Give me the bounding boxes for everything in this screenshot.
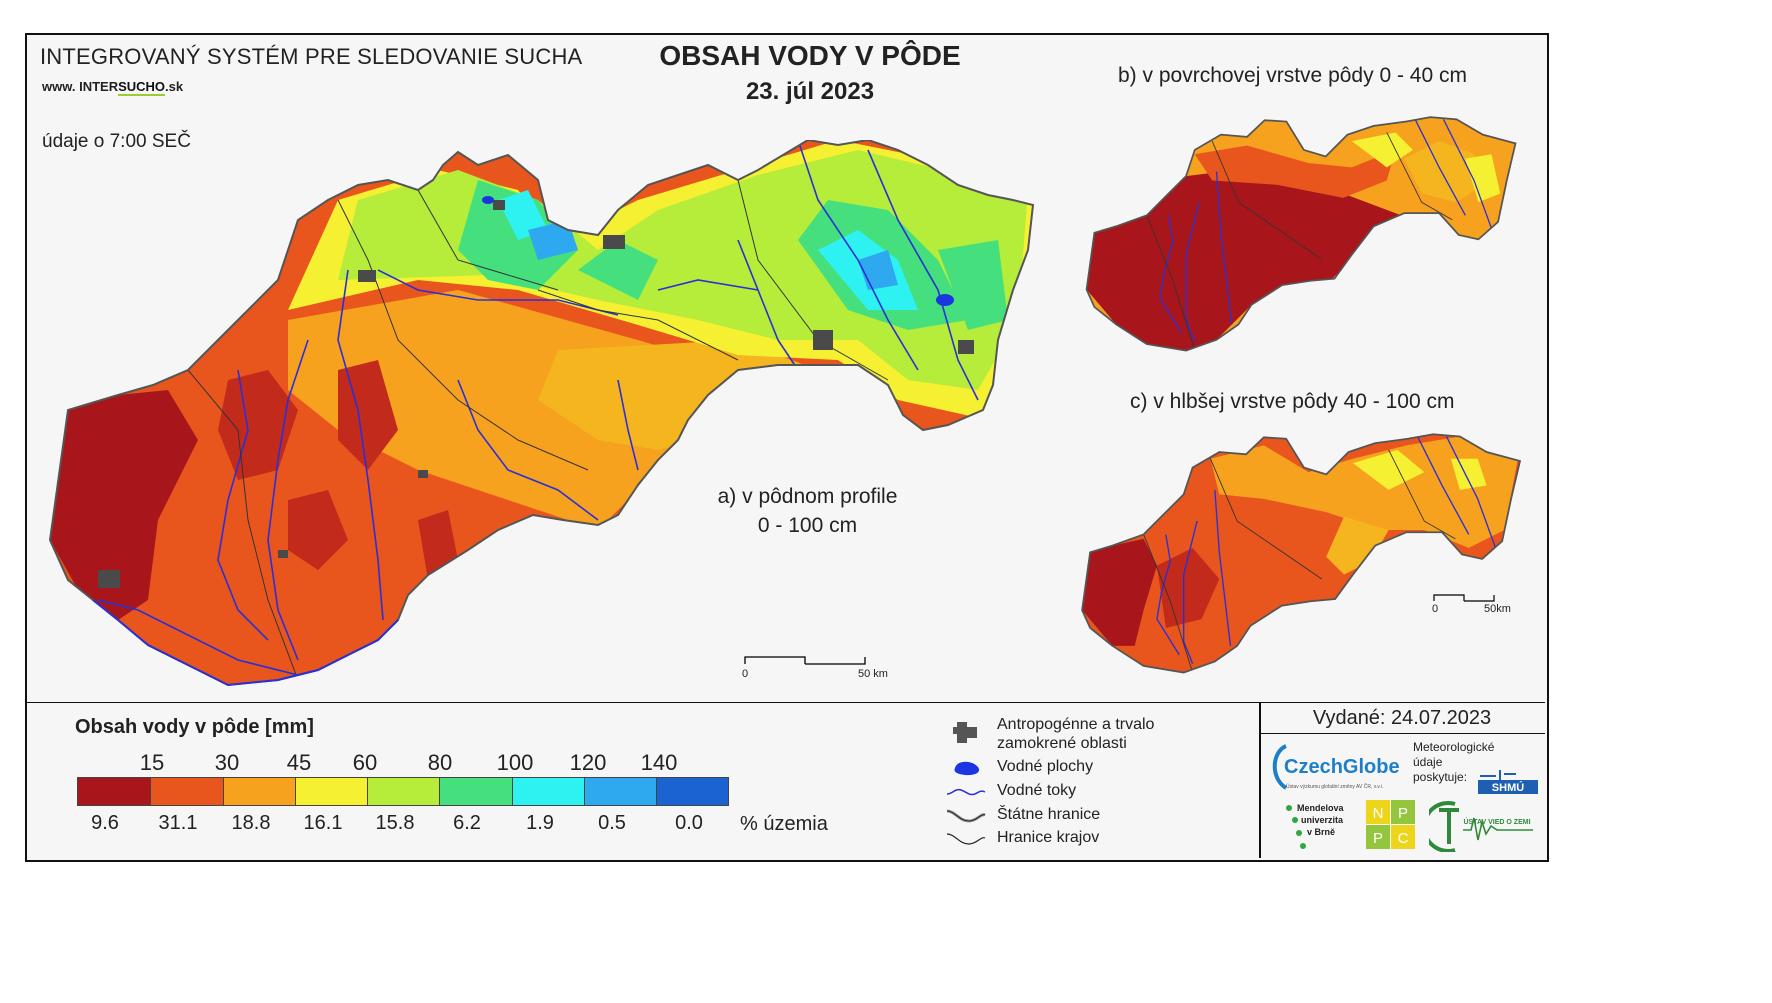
czechglobe-logo[interactable]: CzechGlobe Ústav výzkumu globální změny … xyxy=(1268,738,1408,796)
legend-threshold: 120 xyxy=(569,750,607,775)
map-b-label: b) v povrchovej vrstve pôdy 0 - 40 cm xyxy=(1118,64,1467,87)
legend-anthropogenic-line1: Antropogénne a trvalo xyxy=(997,716,1155,733)
legend-class-box xyxy=(367,777,440,806)
legend-threshold: 60 xyxy=(352,750,378,775)
legend-divider xyxy=(25,702,1545,703)
scale-c-end: 50km xyxy=(1484,603,1511,615)
water-stream-icon xyxy=(946,788,986,796)
uvz-name: ÚSTAV VIED O ZEMI xyxy=(1463,817,1530,826)
legend-threshold: 30 xyxy=(214,750,240,775)
mendel-line3: v Brně xyxy=(1307,827,1335,837)
legend-class-pct: 6.2 xyxy=(453,812,481,834)
map-a-label: a) v pôdnom profile 0 - 100 cm xyxy=(690,482,925,540)
nppc-c: C xyxy=(1398,830,1409,847)
website-prefix: www. xyxy=(42,79,76,94)
legend-class-box xyxy=(295,777,368,806)
meteo-line2: údaje xyxy=(1413,755,1443,769)
map-c-deep-layer xyxy=(1081,433,1522,674)
legend-threshold: 140 xyxy=(640,750,678,775)
nppc-p1: P xyxy=(1398,805,1408,822)
legend-class-box xyxy=(223,777,296,806)
legend-water-streams-label: Vodné toky xyxy=(997,782,1077,799)
mendel-university-logo[interactable]: Mendelova univerzita v Brně xyxy=(1283,800,1363,852)
website-suffix: .sk xyxy=(165,79,184,94)
website-sucho: SUCHO xyxy=(118,79,166,96)
region-border-icon xyxy=(946,833,986,845)
legend-region-border-label: Hranice krajov xyxy=(997,829,1100,846)
shmu-name: SHMÚ xyxy=(1492,781,1524,794)
meteo-line3: poskytuje: xyxy=(1413,770,1468,784)
map-a-label-line1: a) v pôdnom profile xyxy=(717,485,898,508)
nppc-logo[interactable]: N P P C xyxy=(1366,800,1416,850)
scale-a-end: 50 km xyxy=(858,668,888,680)
legend-class-pct: 18.8 xyxy=(231,812,271,834)
legend-class-pct: 16.1 xyxy=(303,812,343,834)
anthropogenic-area-icon xyxy=(953,722,977,743)
data-time: údaje o 7:00 SEČ xyxy=(42,131,191,152)
map-b-surface-layer xyxy=(1085,116,1517,352)
issued-divider xyxy=(1259,733,1545,734)
ustav-vied-o-zemi-logo[interactable]: ÚSTAV VIED O ZEMI xyxy=(1429,800,1539,852)
legend-class-box xyxy=(439,777,513,806)
map-date: 23. júl 2023 xyxy=(745,78,875,105)
scale-a-start: 0 xyxy=(742,668,749,680)
legend-threshold: 15 xyxy=(139,750,165,775)
legend-class-pct: 9.6 xyxy=(91,812,119,834)
map-c-label: c) v hlbšej vrstve pôdy 40 - 100 cm xyxy=(1130,390,1455,413)
legend-anthropogenic-label: Antropogénne a trvalo zamokrené oblasti xyxy=(997,715,1154,753)
system-name: INTEGROVANÝ SYSTÉM PRE SLEDOVANIE SUCHA xyxy=(40,44,583,69)
legend-anthropogenic-line2: zamokrené oblasti xyxy=(997,735,1127,752)
scale-c-start: 0 xyxy=(1432,603,1439,615)
legend-pct-unit: % územia xyxy=(740,813,828,835)
legend-title: Obsah vody v pôde [mm] xyxy=(75,716,314,738)
mendel-line1: Mendelova xyxy=(1297,803,1345,813)
map-title: OBSAH VODY V PÔDE xyxy=(659,40,961,71)
legend-class-box xyxy=(150,777,224,806)
legend-threshold: 45 xyxy=(286,750,312,775)
map-a-label-line2: 0 - 100 cm xyxy=(757,514,858,537)
legend-class-pct: 15.8 xyxy=(375,812,415,834)
legend-class-box xyxy=(656,777,729,806)
meteo-line1: Meteorologické xyxy=(1413,740,1495,754)
legend-threshold: 100 xyxy=(496,750,534,775)
scale-bar-a xyxy=(744,656,866,665)
issued-panel xyxy=(1259,703,1547,858)
website-link[interactable]: www. INTERSUCHO.sk xyxy=(42,79,184,96)
czechglobe-name: CzechGlobe xyxy=(1284,756,1400,778)
legend-state-border-label: Štátne hranice xyxy=(997,806,1101,823)
legend-class-box xyxy=(584,777,657,806)
scale-bar-c xyxy=(1433,594,1495,602)
legend-water-bodies-label: Vodné plochy xyxy=(997,758,1094,775)
state-border-icon xyxy=(946,809,986,823)
meteo-provider-text: Meteorologické údaje poskytuje: xyxy=(1413,740,1494,785)
legend-threshold: 80 xyxy=(427,750,453,775)
legend-class-box xyxy=(77,777,151,806)
legend-class-pct: 31.1 xyxy=(158,812,198,834)
shmu-logo[interactable]: SHMÚ xyxy=(1476,766,1540,796)
water-body-icon xyxy=(954,761,980,776)
legend-class-pct: 0.5 xyxy=(598,812,626,834)
nppc-p2: P xyxy=(1373,830,1383,847)
issued-date: Vydané: 24.07.2023 xyxy=(1312,707,1492,729)
legend-class-pct: 0.0 xyxy=(675,812,703,834)
legend-class-box xyxy=(512,777,585,806)
nppc-n: N xyxy=(1373,805,1384,822)
mendel-line2: univerzita xyxy=(1301,815,1344,825)
legend-class-pct: 1.9 xyxy=(526,812,554,834)
czechglobe-subtitle: Ústav výzkumu globální změny AV ČR, v.v.… xyxy=(1286,783,1383,790)
map-a-soil-profile xyxy=(48,140,1035,687)
website-inter: INTER xyxy=(79,79,119,94)
